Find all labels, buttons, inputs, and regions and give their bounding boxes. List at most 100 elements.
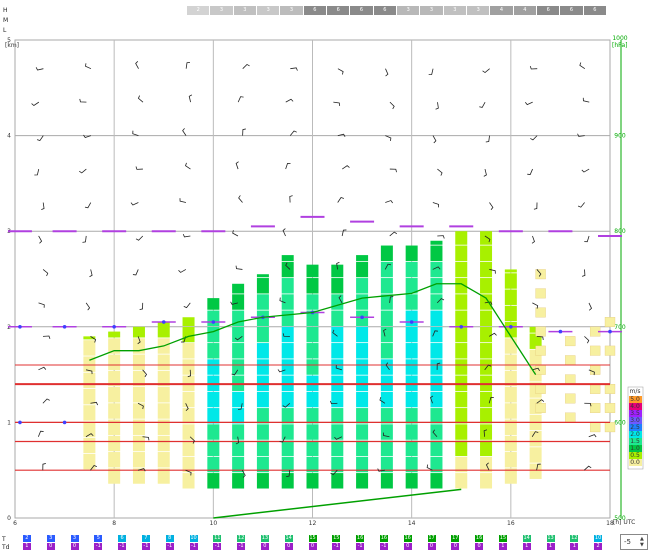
cloud-cover-cell: 2 [187, 6, 210, 15]
wind-cell [83, 388, 96, 405]
offset-stepper[interactable]: -5 ▲ ▼ [620, 534, 648, 550]
wind-cell [83, 437, 96, 454]
wind-barb [242, 128, 246, 136]
wind-cell-sparse [535, 384, 546, 394]
wind-cell [504, 269, 517, 273]
wind-barb [531, 235, 535, 244]
cloud-cover-cell: 3 [280, 6, 303, 15]
legend-swatch [629, 452, 642, 459]
wind-cell [182, 343, 195, 359]
wind-barb [479, 101, 486, 108]
wind-cell-sparse [565, 412, 576, 423]
wind-barb [524, 101, 533, 106]
temperature-cell: 10 [594, 535, 603, 542]
y-left-tick-label: 4 [7, 133, 11, 140]
wind-cell [256, 343, 269, 359]
wind-cell-sparse [535, 288, 546, 299]
wind-cell [281, 359, 294, 375]
y-right-tick-label: 500 [614, 515, 626, 522]
wind-cell [182, 359, 195, 375]
wind-barb [532, 302, 539, 309]
cloud-cover-cell: 6 [537, 6, 560, 15]
wind-barb [289, 130, 297, 136]
wind-barb [436, 362, 441, 370]
wind-barb [242, 63, 250, 69]
wind-cell [504, 322, 517, 338]
wind-cell [455, 440, 468, 457]
wind-cell [207, 456, 220, 473]
legend-label: 2.0 [630, 431, 640, 438]
wind-cell [83, 336, 96, 340]
wind-cell [182, 456, 195, 473]
wind-barb [137, 402, 144, 410]
legend-swatch [629, 403, 642, 410]
wind-cell [356, 408, 369, 424]
wind-barb [135, 166, 143, 170]
wind-cell [108, 331, 121, 338]
wind-cell [480, 326, 493, 343]
cloud-base-dot [211, 320, 216, 324]
cloud-cover-cell: 3 [257, 6, 280, 15]
wind-cell [232, 326, 245, 343]
wind-barb [188, 94, 193, 103]
wind-barb [432, 135, 437, 144]
wind-cell [108, 403, 121, 419]
wind-barb [531, 431, 539, 437]
wind-barb [389, 296, 394, 303]
wind-barb [385, 135, 392, 142]
wind-barb [235, 265, 243, 270]
wind-barb [285, 162, 291, 170]
wind-barb [132, 130, 139, 136]
wind-cell [232, 283, 245, 294]
wind-cell [380, 456, 393, 473]
wind-cell [157, 419, 170, 435]
dewpoint-cell: -1 [141, 543, 150, 550]
dewpoint-cell: -1 [165, 543, 174, 550]
cloud-cover-cell: 6 [583, 6, 606, 15]
wind-barb [530, 135, 538, 141]
wind-cell [380, 424, 393, 440]
wind-cell [108, 435, 121, 452]
wind-cell [281, 391, 294, 408]
wind-cell [430, 456, 443, 473]
wind-cell [480, 343, 493, 359]
wind-cell [480, 424, 493, 440]
wind-cell [356, 343, 369, 359]
wind-barb [389, 168, 397, 173]
wind-barb [330, 400, 338, 405]
temperature-cell: 13 [546, 535, 555, 542]
wind-barb [432, 202, 439, 208]
wind-cell [356, 255, 369, 261]
wind-cell [157, 452, 170, 468]
wind-cell [480, 294, 493, 310]
wind-cell [182, 326, 195, 343]
wind-barb [485, 135, 490, 143]
wind-cell [380, 245, 393, 261]
wind-cell [529, 463, 542, 479]
wind-barb [385, 362, 390, 371]
wind-barb [389, 101, 395, 110]
wind-barb [584, 336, 590, 344]
wind-cell-sparse [604, 317, 616, 327]
wind-cell [529, 447, 542, 463]
wind-barb [436, 298, 445, 304]
wind-barb [579, 62, 586, 70]
wind-cell [256, 391, 269, 408]
wind-cell [306, 310, 319, 326]
wind-cell [281, 473, 294, 489]
wind-cell [281, 294, 294, 310]
temperature-cell: 8 [165, 535, 174, 542]
temperature-cell: 3 [70, 535, 79, 542]
wind-barb [83, 134, 92, 138]
temperature-cell: 16 [356, 535, 365, 542]
wind-cell [281, 408, 294, 424]
wind-cell [430, 326, 443, 343]
dewpoint-cell: -1 [332, 543, 341, 550]
wind-cell [356, 456, 369, 473]
wind-barb [90, 401, 99, 406]
wind-cell [480, 440, 493, 457]
wind-cell [455, 261, 468, 278]
stepper-arrows-icon[interactable]: ▲ ▼ [640, 536, 644, 548]
wind-barb [179, 198, 187, 203]
wind-cell [256, 473, 269, 489]
